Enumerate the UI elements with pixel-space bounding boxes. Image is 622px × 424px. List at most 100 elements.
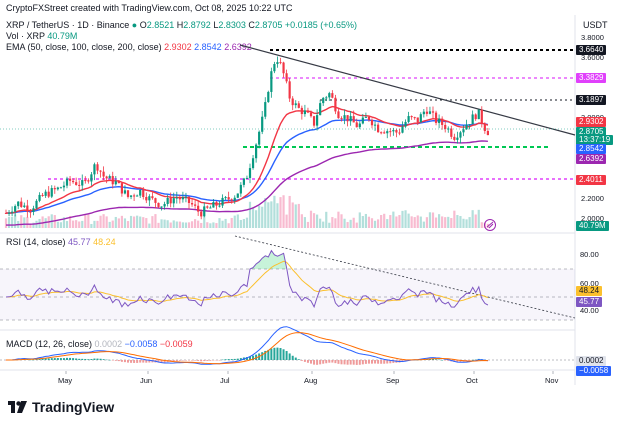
candle-body — [20, 201, 23, 207]
candle-body — [84, 180, 87, 182]
candle-body — [90, 174, 93, 182]
candle-body — [72, 180, 75, 183]
volume-bar — [242, 218, 245, 228]
volume-bar — [316, 214, 319, 228]
volume-bar — [355, 222, 358, 228]
macd-hist-bar — [29, 359, 32, 361]
symbol-ohlc-legend[interactable]: XRP / TetherUS · 1D · Binance ● O2.8521 … — [6, 20, 357, 30]
candle-body — [303, 110, 306, 115]
candle-body — [142, 189, 145, 197]
volume-bar — [239, 219, 242, 228]
volume-bar — [343, 218, 346, 228]
candle-body — [190, 203, 194, 205]
volume-bar — [297, 203, 300, 228]
macd-hist-bar — [282, 349, 285, 360]
macd-hist-bar — [145, 360, 148, 363]
macd-histogram — [5, 347, 489, 365]
macd-hist-bar — [264, 350, 267, 360]
volume-bar — [334, 218, 337, 228]
ema-legend[interactable]: EMA (50, close, 100, close, 200, close) … — [6, 42, 252, 52]
candle-body — [212, 202, 215, 208]
tradingview-logo[interactable]: TradingView — [8, 399, 114, 415]
candle-body — [242, 178, 245, 185]
candle-body — [169, 198, 172, 204]
volume-bar — [72, 220, 75, 228]
volume-bar — [300, 214, 303, 228]
volume-bar — [267, 202, 270, 228]
macd-hist-bar — [221, 359, 224, 361]
candle-body — [227, 197, 230, 200]
candle-body — [248, 168, 252, 178]
macd-hist-bar — [352, 360, 355, 365]
volume-bar — [407, 213, 410, 228]
macd-hist-bar — [81, 358, 84, 360]
volume-legend[interactable]: Vol · XRP 40.79M — [6, 31, 78, 41]
volume-bar — [386, 219, 389, 228]
open-value: 2.8521 — [146, 20, 175, 30]
price-tag: 13:37:19 — [576, 135, 614, 145]
volume-bar — [288, 195, 291, 228]
volume-bar — [181, 222, 184, 228]
volume-bar — [59, 222, 62, 228]
candle-body — [297, 103, 300, 108]
candle-body — [261, 116, 264, 132]
volume-bar — [230, 217, 233, 228]
macd-hist-bar — [117, 360, 120, 362]
candle-body — [267, 91, 270, 103]
candle-body — [7, 212, 11, 214]
macd-hist-bar — [200, 360, 203, 362]
candle-body — [294, 103, 297, 106]
macd-hist-bar — [209, 360, 212, 361]
tradingview-logo-icon — [8, 401, 27, 413]
candle-body — [187, 196, 191, 204]
candle-body — [462, 129, 465, 133]
volume-bar — [96, 220, 99, 228]
macd-hist-bar — [212, 360, 215, 361]
volume-bar — [105, 216, 108, 228]
macd-hist-bar — [432, 358, 434, 360]
macd-hist-bar — [239, 358, 242, 360]
volume-bar — [53, 215, 56, 228]
macd-hist-bar — [447, 360, 450, 361]
candle-body — [288, 81, 291, 99]
volume-bar — [434, 217, 438, 228]
volume-bar — [215, 223, 218, 228]
volume-bar — [276, 203, 279, 228]
volume-bar — [245, 217, 249, 228]
volume-bar — [206, 222, 209, 228]
candle-body — [206, 206, 209, 208]
candle-body — [59, 187, 62, 189]
macd-signal-line — [6, 332, 488, 365]
ema100-value: 2.8542 — [194, 42, 222, 52]
candle-body — [438, 118, 441, 123]
rsi-tag: 45.77 — [576, 297, 603, 307]
volume-bar — [56, 221, 59, 228]
candle-body — [245, 177, 249, 179]
macd-hist-bar — [245, 357, 248, 360]
candle-body — [81, 180, 84, 186]
candle-body — [194, 204, 197, 206]
volume-bar — [291, 202, 294, 228]
volume-bar — [468, 217, 471, 228]
candle-body — [444, 124, 447, 129]
candle-body — [474, 114, 477, 120]
volume-bar — [20, 215, 23, 228]
macd-hist-bar — [383, 360, 386, 364]
volume-bar — [11, 217, 14, 228]
volume-bar — [279, 197, 282, 228]
volume-bar — [136, 215, 139, 228]
volume-bar — [322, 221, 325, 228]
candle-body — [319, 103, 322, 116]
macd-hist-bar — [203, 360, 206, 362]
volume-bar — [200, 222, 203, 228]
volume-bar — [93, 220, 96, 228]
visibility-toggle-icon[interactable] — [484, 219, 496, 231]
macd-legend[interactable]: MACD (12, 26, close) 0.0002 −0.0058 −0.0… — [6, 339, 193, 349]
volume-bar — [81, 220, 84, 228]
candle-body — [200, 211, 203, 217]
candle-body — [251, 158, 255, 169]
rsi-legend[interactable]: RSI (14, close) 45.77 48.24 — [6, 237, 116, 247]
macd-hist-bar — [306, 360, 309, 363]
volume-bar — [450, 218, 453, 228]
